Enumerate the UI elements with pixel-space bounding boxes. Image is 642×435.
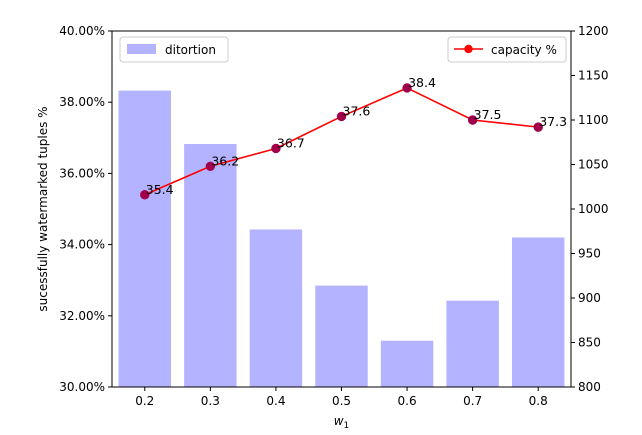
y-right-tick-label: 1200 — [578, 24, 609, 38]
capacity-data-label-0.3: 36.2 — [211, 153, 239, 168]
legend-box — [447, 36, 567, 63]
x-axis-label: w1 — [334, 414, 350, 431]
y-left-tick-label: 38.00% — [59, 95, 105, 109]
bars-layer — [118, 90, 565, 387]
legend-ditortion: ditortion — [119, 36, 229, 63]
x-tick-label: 0.5 — [332, 394, 351, 408]
capacity-data-label-0.8: 37.3 — [539, 114, 567, 129]
line-layer: 35.4 36.2 36.7 37.6 38.4 37.5 37.3 — [140, 75, 567, 200]
y-left-tick-label: 32.00% — [59, 309, 105, 323]
capacity-data-label-0.7: 37.5 — [474, 107, 502, 122]
x-tick-label: 0.4 — [266, 394, 285, 408]
y-right-tick-label: 1150 — [578, 69, 609, 83]
bar-0.7 — [446, 300, 499, 387]
y-right-tick-label: 950 — [578, 247, 601, 261]
legend-box — [119, 36, 229, 63]
capacity-point-0.3 — [205, 161, 216, 171]
bar-0.2 — [118, 90, 172, 387]
y-left-tick-label: 30.00% — [59, 380, 105, 394]
capacity-point-0.6 — [402, 83, 412, 93]
capacity-data-label-0.4: 36.7 — [277, 135, 305, 150]
y-left-tick-label: 40.00% — [59, 24, 105, 38]
legend-capacity: capacity % — [447, 36, 567, 63]
legend-swatch-marker — [464, 44, 473, 54]
bar-0.8 — [511, 237, 565, 387]
x-axis-label-main: w — [334, 414, 344, 428]
bar-0.4 — [249, 229, 303, 387]
legend-label: capacity % — [491, 43, 557, 57]
y-right-tick-label: 1050 — [578, 158, 609, 172]
y-right-tick-label: 1000 — [578, 202, 609, 216]
capacity-data-label-0.6: 38.4 — [408, 75, 436, 90]
bar-0.6 — [380, 340, 434, 387]
axes-layer: 30.00% 32.00% 34.00% 36.00% 38.00% 40.00% 800 8… — [59, 24, 608, 408]
capacity-point-0.4 — [271, 143, 281, 154]
y-left-tick-label: 34.00% — [59, 238, 105, 252]
capacity-point-0.5 — [336, 111, 347, 122]
x-tick-label: 0.7 — [463, 394, 482, 408]
x-axis-label-subscript: 1 — [344, 421, 350, 431]
capacity-point-0.8 — [533, 122, 543, 132]
capacity-data-label-0.5: 37.6 — [343, 103, 371, 118]
x-tick-label: 0.6 — [398, 394, 417, 408]
bar-0.5 — [315, 285, 368, 387]
capacity-point-0.7 — [467, 115, 478, 125]
legend-swatch-bar — [127, 44, 156, 54]
x-tick-label: 0.8 — [529, 394, 548, 408]
y-right-tick-label: 850 — [578, 336, 601, 350]
y-left-tick-label: 36.00% — [59, 166, 105, 180]
x-tick-label: 0.3 — [201, 394, 220, 408]
capacity-data-label-0.2: 35.4 — [146, 182, 174, 197]
y-right-tick-label: 900 — [578, 291, 601, 305]
y-right-tick-label: 800 — [578, 380, 601, 394]
y-right-tick-label: 1100 — [578, 113, 609, 127]
capacity-point-0.2 — [140, 190, 150, 200]
x-tick-label: 0.2 — [135, 394, 154, 408]
bar-0.3 — [184, 144, 237, 387]
legend-label: ditortion — [165, 43, 216, 57]
y-left-axis-label: sucessfully watermarked tuples % — [36, 106, 50, 311]
